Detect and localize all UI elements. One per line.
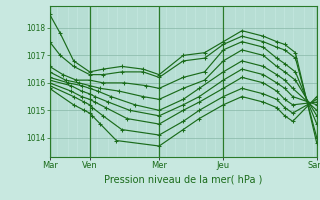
X-axis label: Pression niveau de la mer( hPa ): Pression niveau de la mer( hPa ) [104,174,262,184]
